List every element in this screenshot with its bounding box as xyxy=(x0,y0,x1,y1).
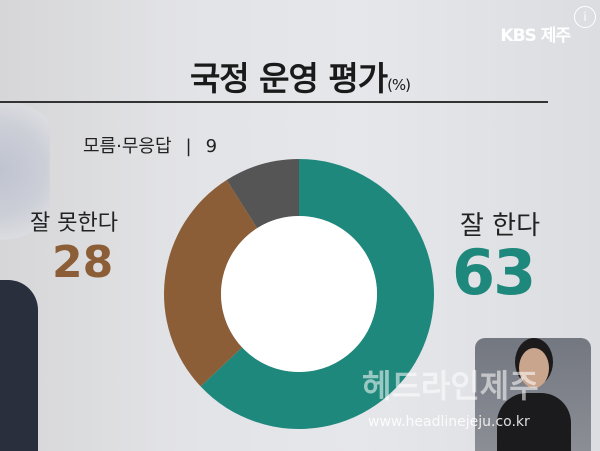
dk-separator: | xyxy=(185,136,192,157)
speaker-silhouette xyxy=(0,280,38,451)
donut-hole xyxy=(221,216,377,372)
dk-label: 모름·무응답 xyxy=(83,136,172,157)
info-icon[interactable]: i xyxy=(574,6,596,28)
title-divider xyxy=(0,101,548,103)
logo-text: KBS 제주 xyxy=(500,26,571,46)
title-unit: (%) xyxy=(387,76,411,94)
donut-slice-2 xyxy=(226,159,299,229)
emblem-background xyxy=(0,85,50,255)
sign-language-interpreter xyxy=(475,338,591,451)
positive-value: 63 xyxy=(452,236,536,309)
broadcaster-logo: KBS 제주 xyxy=(500,26,571,46)
interpreter-body xyxy=(497,393,571,451)
watermark-url: www.headlinejeju.co.kr xyxy=(368,414,530,430)
positive-label: 잘 한다 xyxy=(460,211,541,241)
donut-slice-1 xyxy=(164,180,258,387)
negative-label: 잘 못한다 xyxy=(30,211,118,236)
dk-legend: 모름·무응답 | 9 xyxy=(83,132,231,158)
negative-value: 28 xyxy=(52,237,114,288)
interpreter-head xyxy=(519,348,549,388)
watermark-text: 헤드라인제주 xyxy=(362,367,539,405)
chart-title: 국정 운영 평가(%) xyxy=(0,60,600,104)
donut-slice-0 xyxy=(200,159,435,429)
dk-value: 9 xyxy=(205,136,218,157)
title-text: 국정 운영 평가 xyxy=(189,59,388,98)
